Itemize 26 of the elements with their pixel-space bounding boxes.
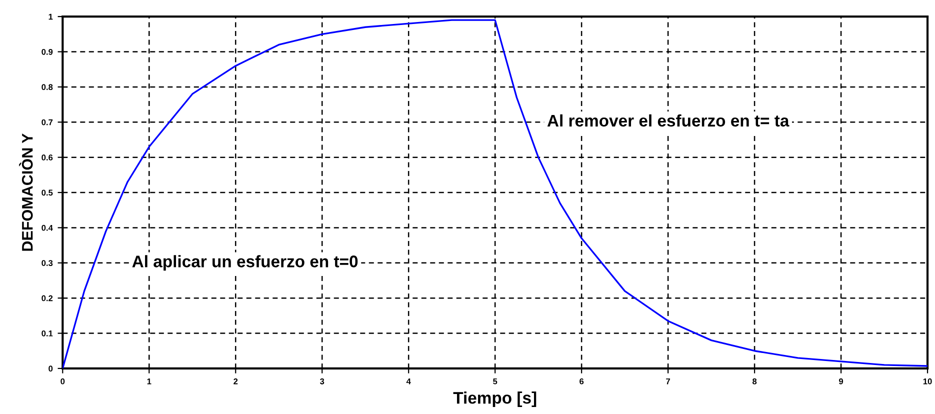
x-tick-label: 8 bbox=[752, 378, 757, 384]
x-tick-label: 1 bbox=[147, 378, 152, 384]
x-tick-label: 7 bbox=[666, 378, 670, 384]
y-tick-label: 0 bbox=[48, 366, 53, 372]
y-tick-label: 0.6 bbox=[42, 154, 53, 160]
x-tick-label: 4 bbox=[406, 378, 411, 384]
x-axis-title: Tiempo [s] bbox=[453, 392, 536, 408]
x-tick-label: 6 bbox=[580, 378, 584, 384]
x-tick-label: 10 bbox=[923, 378, 932, 384]
x-tick-label: 2 bbox=[234, 378, 238, 384]
y-tick-label: 0.3 bbox=[42, 260, 53, 266]
x-tick-label: 5 bbox=[493, 378, 498, 384]
x-tick-label: 9 bbox=[839, 378, 844, 384]
y-tick-label: 0.2 bbox=[42, 295, 53, 302]
y-axis-title: DEFOMACIÒN Y bbox=[19, 133, 33, 251]
y-tick-label: 0.8 bbox=[42, 84, 53, 90]
y-tick-label: 0.4 bbox=[42, 224, 53, 231]
y-tick-label: 0.9 bbox=[42, 48, 53, 55]
y-tick-label: 0.7 bbox=[42, 119, 53, 126]
annotation: Al aplicar un esfuerzo en t=0 bbox=[132, 255, 358, 271]
x-tick-label: 3 bbox=[320, 378, 324, 384]
y-tick-label: 0.1 bbox=[42, 330, 53, 336]
y-tick-label: 1 bbox=[48, 14, 53, 20]
y-tick-label: 0.5 bbox=[42, 190, 53, 196]
annotation: Al remover el esfuerzo en t= ta bbox=[547, 114, 790, 127]
x-tick-label: 0 bbox=[60, 378, 65, 384]
